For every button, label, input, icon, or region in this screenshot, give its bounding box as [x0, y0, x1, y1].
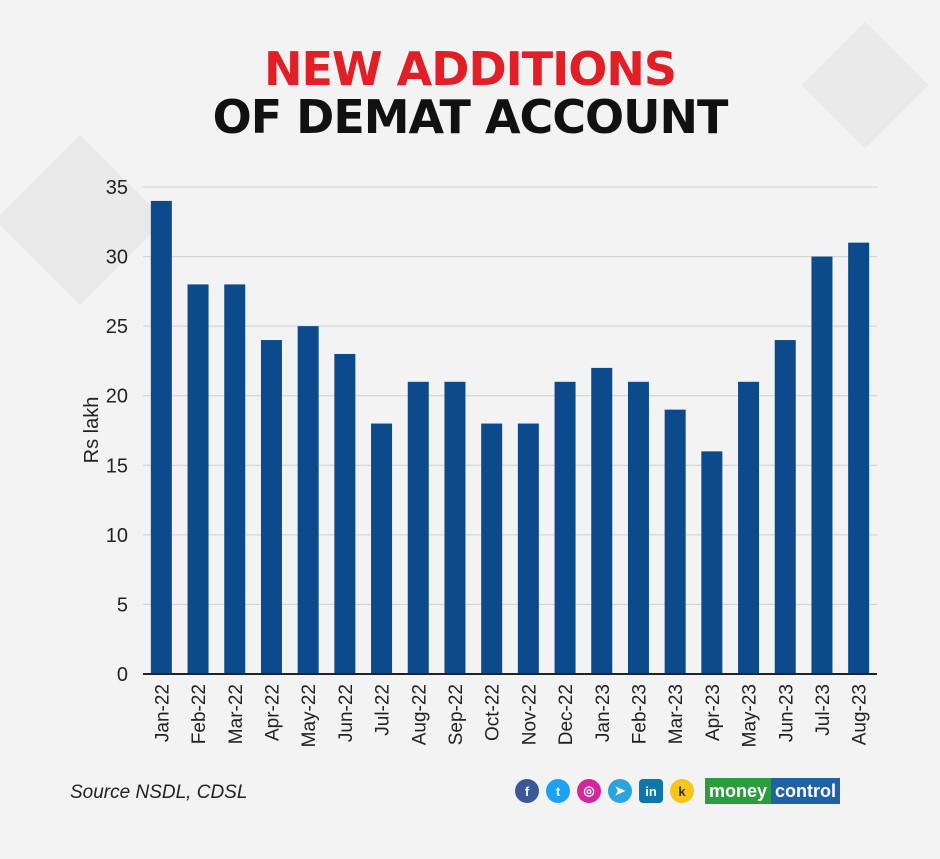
bar	[701, 451, 723, 674]
y-tick-label: 35	[106, 177, 128, 199]
y-tick-label: 5	[117, 594, 128, 616]
x-tick-label: Nov-22	[519, 684, 540, 745]
x-tick-label: Aug-23	[850, 684, 871, 745]
bar-chart: 0 5 10 15 20 25 30 35 Rs lakh Jan-22 Feb-22 Mar-22 A…	[81, 177, 877, 747]
x-tick-label: Jul-23	[813, 684, 834, 736]
x-tick-label: Aug-22	[409, 684, 430, 745]
twitter-icon[interactable]: t	[546, 779, 570, 803]
moneycontrol-logo: money control	[705, 778, 841, 804]
y-tick-label: 10	[106, 525, 128, 547]
x-tick-label: Jan-22	[152, 684, 173, 742]
instagram-icon[interactable]: ◎	[577, 779, 601, 803]
footer-brand-bar: f t ◎ ➤ in k money control	[515, 778, 841, 804]
x-tick-label: Jul-22	[373, 684, 394, 736]
x-tick-label: Oct-22	[483, 684, 504, 741]
y-axis-label: Rs lakh	[81, 397, 103, 464]
source-note: Source NSDL, CDSL	[70, 782, 248, 803]
x-tick-label: Apr-23	[703, 684, 724, 741]
x-tick-label: Mar-23	[666, 684, 687, 744]
facebook-icon[interactable]: f	[515, 779, 539, 803]
y-tick-label: 25	[106, 316, 128, 338]
x-tick-label: Mar-22	[226, 684, 247, 744]
x-tick-label: Feb-22	[189, 684, 210, 744]
bar	[260, 340, 282, 674]
y-tick-label: 0	[117, 664, 128, 686]
koo-icon[interactable]: k	[670, 779, 694, 803]
bar	[517, 423, 539, 674]
x-tick-label: Dec-22	[556, 684, 577, 745]
bar	[224, 284, 246, 674]
brand-part1: money	[705, 778, 772, 804]
bar	[481, 423, 503, 674]
bar	[848, 242, 870, 674]
bar	[774, 340, 796, 674]
bar	[444, 381, 466, 674]
bar	[297, 326, 319, 674]
brand-part2: control	[771, 778, 841, 804]
bar	[738, 381, 760, 674]
telegram-icon[interactable]: ➤	[608, 779, 632, 803]
chart-title-line2: OF DEMAT ACCOUNT	[212, 90, 729, 144]
x-tick-label: Apr-22	[262, 684, 283, 741]
bar	[811, 256, 833, 674]
bar	[554, 381, 576, 674]
y-tick-label: 15	[106, 455, 128, 477]
bar	[334, 353, 356, 674]
y-tick-label: 20	[106, 386, 128, 408]
linkedin-icon[interactable]: in	[639, 779, 663, 803]
x-tick-label: Jan-23	[593, 684, 614, 742]
x-tick-label: Jun-23	[776, 684, 797, 742]
y-tick-label: 30	[106, 247, 128, 269]
x-tick-label: May-23	[740, 684, 761, 747]
bar	[627, 381, 649, 674]
bar	[187, 284, 209, 674]
x-tick-label: Jun-22	[336, 684, 357, 742]
bar	[150, 200, 172, 674]
x-tick-label: May-22	[299, 684, 320, 747]
bar	[664, 409, 686, 674]
bar	[591, 367, 613, 674]
bar	[407, 381, 429, 674]
bar	[371, 423, 393, 674]
x-tick-label: Sep-22	[446, 684, 467, 745]
chart-title-line1: NEW ADDITIONS	[264, 42, 677, 96]
x-tick-label: Feb-23	[629, 684, 650, 744]
